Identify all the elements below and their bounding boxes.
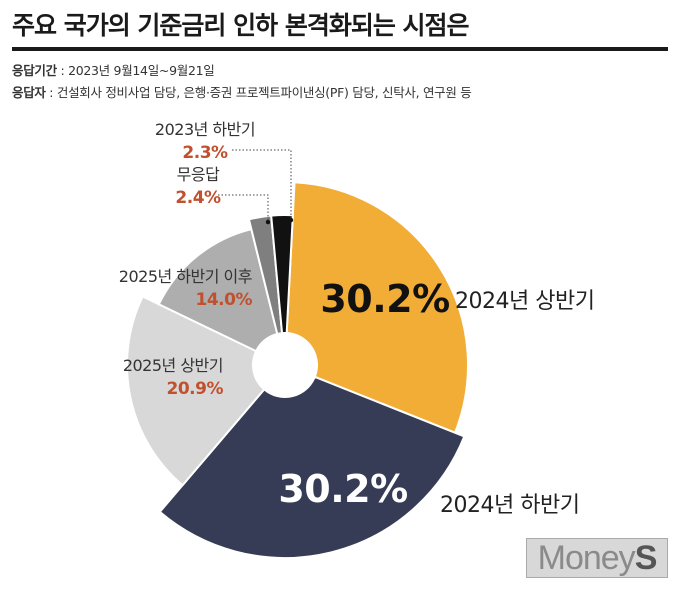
value-label-2023-h2: 2.3% (182, 143, 228, 163)
category-label-2025-h1: 2025년 상반기 (123, 356, 223, 375)
leader-line-no-answer (218, 194, 269, 223)
respondents-value: : 건설회사 정비사업 담당, 은행·증권 프로젝트파이낸싱(PF) 담당, 신… (45, 85, 472, 100)
value-label-2024-h2: 30.2% (278, 467, 407, 511)
chart-title: 주요 국가의 기준금리 인하 본격화되는 시점은 (12, 11, 470, 40)
donut-hole (253, 333, 317, 397)
respondents: 응답자 : 건설회사 정비사업 담당, 은행·증권 프로젝트파이낸싱(PF) 담… (12, 82, 472, 101)
leader-line-no-answer-dot (265, 219, 271, 225)
moneys-logo: MoneyS (526, 538, 668, 578)
category-label-no-answer: 무응답 (177, 165, 220, 184)
moneys-logo-s: S (634, 539, 658, 577)
value-label-2025-h1: 20.9% (167, 379, 224, 399)
leader-line-2023-h2 (232, 149, 292, 221)
leader-line-2023-h2-dot (288, 217, 294, 223)
category-label-2024-h1: 2024년 상반기 (455, 289, 594, 314)
title-divider (12, 47, 668, 51)
value-label-2025-h2-after: 14.0% (196, 290, 253, 310)
value-label-2024-h1: 30.2% (320, 277, 449, 321)
category-label-2024-h2: 2024년 하반기 (440, 493, 579, 518)
survey-period-label: 응답기간 (12, 63, 57, 78)
survey-period-value: : 2023년 9월14일~9월21일 (56, 63, 215, 78)
value-label-no-answer: 2.4% (175, 188, 221, 208)
survey-period: 응답기간 : 2023년 9월14일~9월21일 (12, 60, 215, 79)
category-label-2023-h2: 2023년 하반기 (155, 120, 255, 139)
category-label-2025-h2-after: 2025년 하반기 이후 (119, 267, 252, 286)
moneys-logo-main: Money (537, 539, 636, 577)
respondents-label: 응답자 (12, 85, 46, 100)
